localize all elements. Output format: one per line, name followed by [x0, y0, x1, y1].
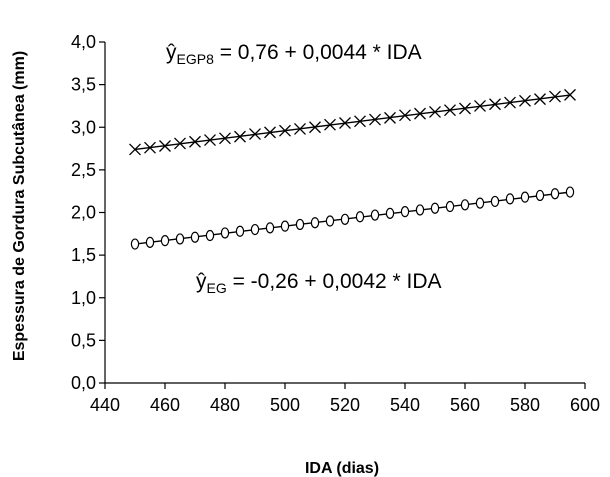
data-point [234, 130, 246, 143]
data-point [130, 238, 140, 250]
equation-egp8: ŷEGP8 = 0,76 + 0,0044 * IDA [166, 41, 422, 67]
y-tick-label: 4,0 [71, 32, 96, 52]
data-point [565, 186, 575, 198]
data-point [534, 93, 546, 106]
x-tick-label: 540 [390, 395, 420, 415]
data-point [310, 217, 320, 229]
data-point [250, 223, 260, 236]
data-point [324, 118, 336, 131]
data-point [174, 137, 186, 150]
y-tick-label: 2,0 [71, 203, 96, 223]
data-point [519, 94, 531, 107]
y-tick-label: 3,0 [71, 117, 96, 137]
y-tick-label: 2,5 [71, 160, 96, 180]
data-point [385, 207, 395, 219]
regression-line [134, 191, 571, 245]
data-point [474, 99, 486, 112]
y-axis-ticks: 0,0 0,5 1,0 1,5 2,0 2,5 3,0 3,5 4,0 [71, 32, 105, 393]
data-point [159, 140, 171, 152]
x-tick-label: 440 [90, 395, 120, 415]
data-point [129, 143, 141, 156]
data-point [190, 231, 200, 243]
data-point [309, 121, 321, 134]
data-point [550, 188, 560, 200]
data-point [520, 191, 530, 203]
data-point [339, 117, 351, 129]
data-point [369, 113, 381, 126]
data-point [549, 90, 561, 103]
x-tick-label: 580 [510, 395, 540, 415]
data-point [340, 213, 350, 225]
data-point [370, 209, 380, 221]
data-point [204, 134, 216, 146]
data-point [144, 141, 156, 154]
data-point [475, 197, 485, 209]
axes [104, 42, 585, 384]
y-tick-label: 1,0 [71, 288, 96, 308]
x-tick-label: 600 [570, 395, 600, 415]
y-tick-label: 0,0 [71, 373, 96, 393]
data-point [504, 96, 516, 109]
data-point [490, 195, 500, 208]
data-point [415, 204, 425, 216]
data-point [280, 220, 290, 232]
y-axis-title: Espessura de Gordura Subcutânea (mm) [11, 51, 28, 361]
data-point [145, 236, 155, 248]
data-point [279, 124, 291, 137]
data-point [564, 88, 576, 101]
data-point [160, 235, 170, 247]
data-point [489, 98, 501, 111]
equation-eg: ŷEG = -0,26 + 0,0042 * IDA [196, 270, 442, 296]
series-x [129, 88, 576, 156]
series-layer [129, 88, 576, 250]
data-point [444, 104, 456, 117]
data-point [429, 105, 441, 118]
data-point [399, 109, 411, 122]
regression-line [134, 94, 571, 151]
data-point [384, 111, 396, 124]
x-axis-ticks: 440 460 480 500 520 540 560 580 600 [90, 383, 600, 415]
data-point [400, 206, 410, 218]
data-point [354, 115, 366, 128]
data-point [219, 132, 231, 145]
series-o [130, 186, 575, 250]
x-tick-label: 500 [270, 395, 300, 415]
data-point [189, 135, 201, 148]
data-point [175, 233, 185, 245]
data-point [205, 229, 215, 242]
y-tick-label: 0,5 [71, 330, 96, 350]
x-axis-title: IDA (dias) [305, 460, 379, 477]
data-point [355, 211, 365, 223]
data-point [430, 202, 440, 214]
data-point [445, 200, 455, 213]
y-tick-label: 1,5 [71, 245, 96, 265]
x-tick-label: 460 [150, 395, 180, 415]
data-point [294, 122, 306, 135]
data-point [295, 218, 305, 231]
data-point [414, 107, 426, 120]
data-point [265, 222, 275, 234]
y-tick-label: 3,5 [71, 75, 96, 95]
x-tick-label: 560 [450, 395, 480, 415]
data-point [460, 199, 470, 211]
data-point [505, 193, 515, 205]
data-point [249, 128, 261, 141]
data-point [220, 227, 230, 239]
data-point [264, 126, 276, 139]
x-tick-label: 480 [210, 395, 240, 415]
x-tick-label: 520 [330, 395, 360, 415]
data-point [459, 102, 471, 115]
data-point [235, 225, 245, 237]
data-point [325, 215, 335, 227]
data-point [535, 189, 545, 202]
